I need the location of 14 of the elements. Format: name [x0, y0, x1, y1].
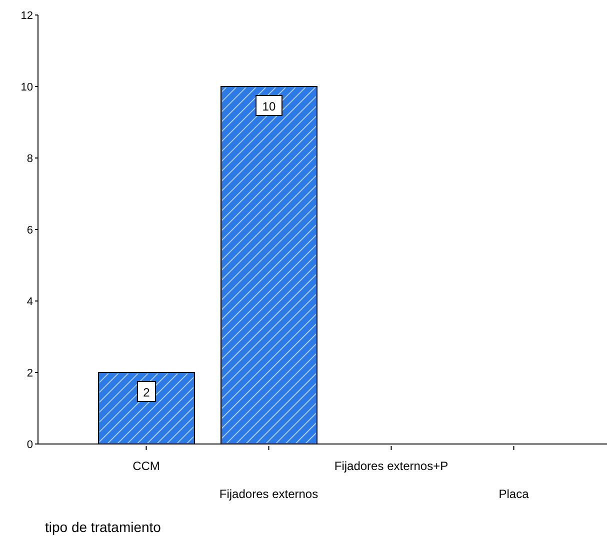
y-tick-label: 8 [26, 152, 33, 165]
y-tick-label: 10 [20, 81, 33, 94]
y-tick-label: 4 [26, 296, 33, 308]
y-tick-label: 2 [26, 367, 33, 380]
y-tick-label: 12 [20, 10, 33, 22]
x-tick-label: Fijadores externos [219, 487, 318, 501]
y-tick-label: 0 [26, 438, 33, 451]
x-tick-label: Placa [498, 487, 530, 501]
y-tick-label: 6 [26, 224, 33, 236]
data-label: 10 [262, 100, 276, 114]
x-tick-label: CCM [132, 459, 160, 473]
x-tick-label: Fijadores externos+P [334, 459, 448, 473]
x-axis-title: tipo de tratamiento [45, 519, 162, 535]
data-label: 2 [143, 386, 150, 400]
